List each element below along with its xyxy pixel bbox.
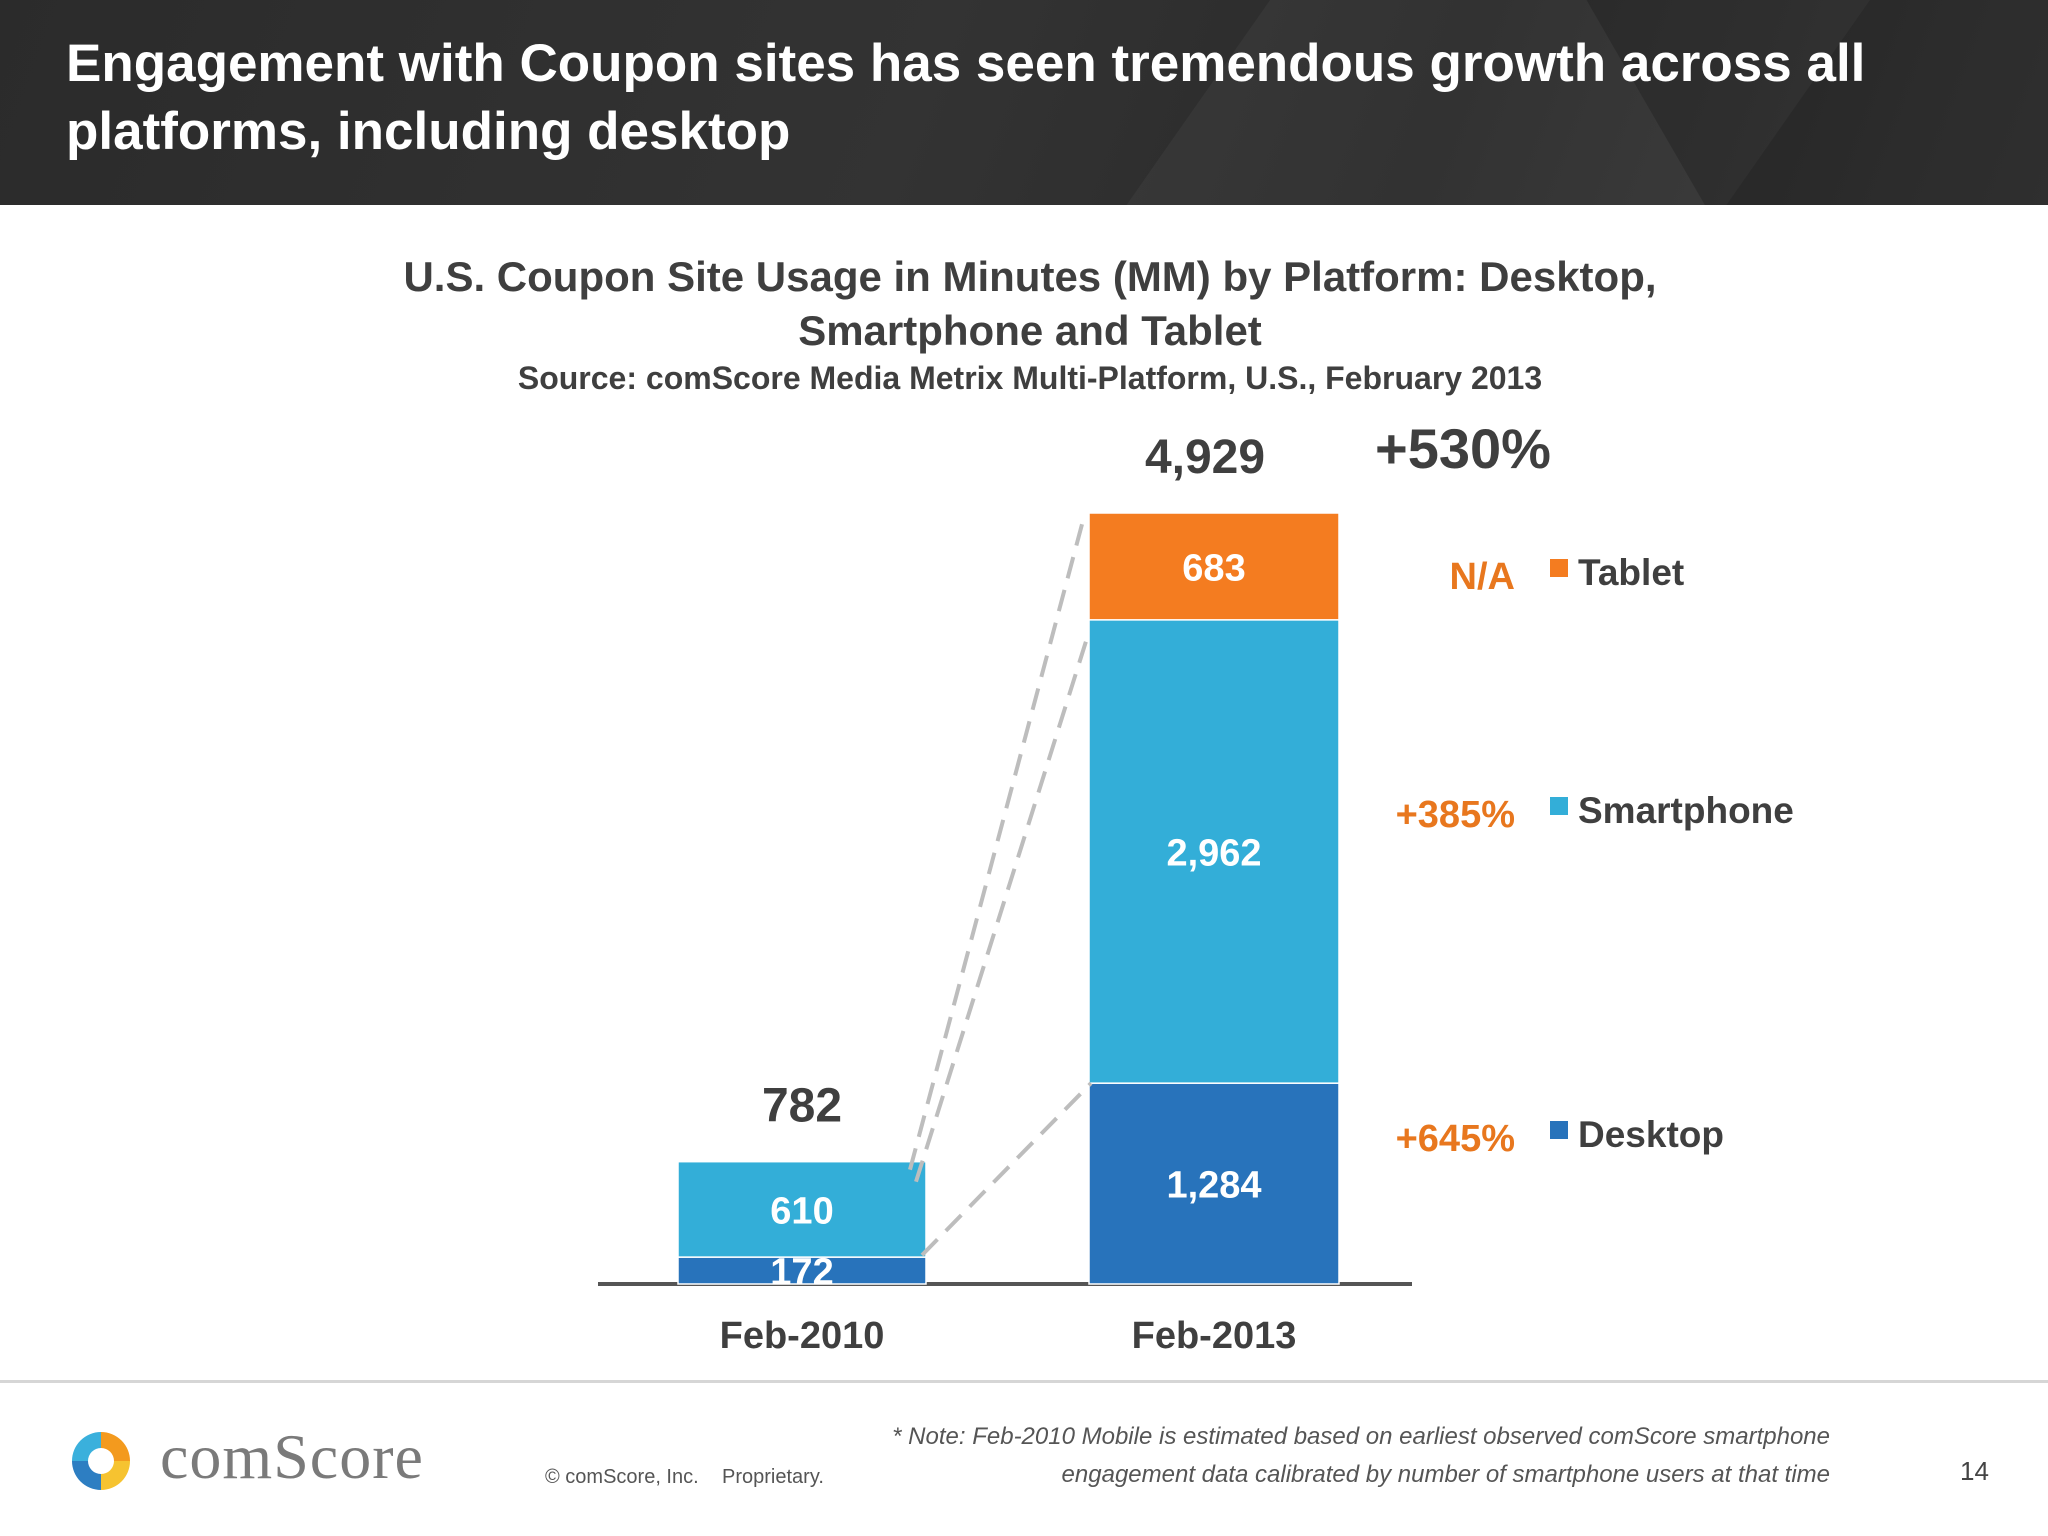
chart-source: Source: comScore Media Metrix Multi-Plat… — [517, 360, 1543, 396]
x-tick-label-1: Feb-2010 — [720, 1315, 885, 1357]
legend-label-tablet: Tablet — [1578, 552, 1684, 593]
growth-label-desktop: +645% — [1396, 1118, 1515, 1160]
legend-label-smartphone: Smartphone — [1578, 790, 1794, 831]
header-banner: Engagement with Coupon sites has seen tr… — [0, 0, 2048, 205]
footer-divider — [0, 1380, 2048, 1383]
legend-swatch-smartphone — [1550, 797, 1568, 815]
bar-segment-tablet-2 — [1088, 512, 1340, 621]
data-label-smartphone-1: 610 — [770, 1190, 833, 1232]
stacked-bar-chart: 172 610 Feb-2010 782 1,284 2,962 683 Feb-2013 4,… — [598, 417, 1794, 1357]
connector-line-tablet — [908, 512, 1087, 1171]
page-number: 14 — [1960, 1456, 1989, 1486]
footnote-line-2: engagement data calibrated by number of … — [1061, 1461, 1830, 1488]
total-label-1: 782 — [762, 1080, 842, 1133]
bar-segment-desktop-2 — [1088, 1082, 1340, 1285]
proprietary-text: Proprietary. — [722, 1466, 824, 1488]
footnote-line-1: * Note: Feb-2010 Mobile is estimated bas… — [892, 1423, 1830, 1450]
comscore-logo-text: comScore — [160, 1421, 424, 1492]
footnote: * Note: Feb-2010 Mobile is estimated bas… — [820, 1418, 1830, 1494]
legend-swatch-tablet — [1550, 559, 1568, 577]
total-growth-label: +530% — [1375, 417, 1551, 480]
bar-segment-smartphone-1 — [677, 1160, 927, 1258]
copyright-text: © comScore, Inc. — [545, 1466, 699, 1488]
legend-swatch-desktop — [1550, 1121, 1568, 1139]
legend-label-desktop: Desktop — [1578, 1114, 1724, 1155]
comscore-logo-icon — [72, 1432, 130, 1490]
connector-line-smartphone — [914, 631, 1091, 1183]
footer — [0, 1383, 2048, 1536]
chart-title: U.S. Coupon Site Usage in Minutes (MM) b… — [403, 253, 1657, 354]
data-label-smartphone-2: 2,962 — [1166, 832, 1261, 874]
data-label-desktop-2: 1,284 — [1166, 1165, 1261, 1207]
growth-label-smartphone: +385% — [1396, 794, 1515, 836]
data-label-desktop-1: 172 — [770, 1252, 833, 1294]
bar-segment-smartphone-2 — [1088, 619, 1340, 1084]
total-label-2: 4,929 — [1145, 431, 1265, 484]
data-label-tablet-2: 683 — [1182, 547, 1245, 589]
x-tick-label-2: Feb-2013 — [1132, 1315, 1297, 1357]
slide-headline: Engagement with Coupon sites has seen tr… — [66, 34, 1866, 161]
connector-line-desktop — [920, 1081, 1093, 1257]
growth-label-tablet: N/A — [1450, 556, 1515, 598]
